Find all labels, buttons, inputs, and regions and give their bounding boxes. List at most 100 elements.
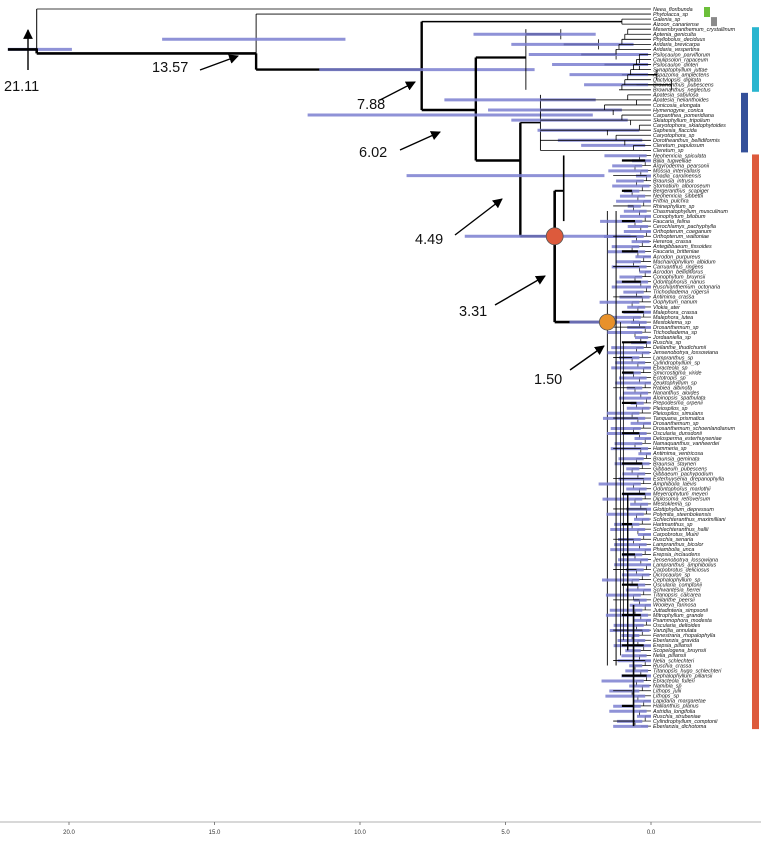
taxon-label: Neea_floribunda xyxy=(653,7,693,13)
taxon-label: Apatesia_helianthoides xyxy=(652,98,709,104)
taxon-label: Mestoklema_sp xyxy=(653,320,691,326)
taxon-label: Carpobrotus_Muirii xyxy=(653,532,699,538)
taxon-label: Scopelogena_bruynsii xyxy=(653,648,707,654)
clade-bar-phytolaccaceae xyxy=(704,7,710,17)
clade-bar-mesembryanthemoideae xyxy=(752,27,759,92)
taxon-label-layer: Neea_floribundaPhytolacca_spGalenia_spAi… xyxy=(652,7,736,730)
node-age-arrow xyxy=(494,275,546,306)
taxon-label: Chasmatophyllum_musculinum xyxy=(653,209,728,215)
taxon-label: Carpanthea_pomeridiana xyxy=(653,113,714,119)
taxon-label: Trichodiadema_rogersii xyxy=(653,290,710,296)
taxon-label: Brownanthus_pubescens xyxy=(653,83,714,89)
taxon-label: Cerochlamys_pachyphylla xyxy=(653,224,716,230)
taxon-label: Frithia_pulchra xyxy=(653,199,689,205)
taxon-label: Galenia_sp xyxy=(653,17,680,23)
taxon-label: Wooleya_farinosa xyxy=(653,603,696,609)
taxon-label: Acrodon_purpureus xyxy=(652,254,701,260)
taxon-label: Vlokia_ater xyxy=(653,305,680,311)
taxon-label: Schlechteranthus_hallii xyxy=(653,527,709,533)
node-age-arrow xyxy=(399,131,441,151)
taxon-label: Neohenricia_sibbettii xyxy=(653,194,704,200)
node-marker-1.50 xyxy=(598,313,616,331)
taxon-label: Lithops_sp xyxy=(653,694,679,700)
taxon-label: Aspazoma_amplectens xyxy=(652,72,709,78)
taxon-label: Ectotropis_sp xyxy=(653,375,686,381)
taxon-label: Orthopterum_coeganum xyxy=(653,229,712,235)
taxon-label: Schlechteranthus_maximilliani xyxy=(653,517,726,523)
taxon-label: Cephalophyllum_pillansii xyxy=(653,673,713,679)
taxon-label: Polymita_steenbokensis xyxy=(653,512,711,518)
taxon-label: Namibia_sp xyxy=(653,684,681,690)
taxon-label: Aridaria_vespertina xyxy=(652,47,699,53)
taxon-label: Mesembryanthemum_crystallinum xyxy=(653,27,736,33)
taxon-label: Gibbaeum_pachypodium xyxy=(653,471,713,477)
axis-tick-label: 5.0 xyxy=(501,830,510,836)
taxon-label: Jensenobotrya_lossowiana xyxy=(652,350,718,356)
taxon-label: Ebracteola_fulleri xyxy=(653,678,695,684)
taxon-label: Synaptophyllum_juttae xyxy=(653,67,708,73)
taxon-label: Rabiea_albinota xyxy=(653,386,692,392)
taxon-label: Malephora_lutea xyxy=(653,315,693,321)
taxon-label: Ruschia_strubeniae xyxy=(653,714,701,720)
taxon-label: Aizoon_canariense xyxy=(652,22,699,28)
taxon-label: Cylindrophyllum_comptonii xyxy=(653,719,718,725)
taxon-label: Jensenobotrya_lossowiana xyxy=(652,557,718,563)
taxon-label: Oophytum_nanum xyxy=(653,300,698,306)
taxon-label: Lithops_julii xyxy=(653,689,682,695)
taxon-label: Aptenia_geniculta xyxy=(652,32,696,38)
taxon-label: Titanopsis_calcarea xyxy=(653,593,701,599)
taxon-label: Caryotophora_sp xyxy=(653,133,694,139)
taxon-label: Nananthus_aloides xyxy=(653,391,699,397)
taxon-label: Phyllobolus_deciduus xyxy=(653,37,705,43)
clade-bar-ruschioideae xyxy=(752,154,759,730)
taxon-label: Oscularia_dunsdonii xyxy=(653,431,703,437)
taxon-label: Cleretum_papulosum xyxy=(653,143,705,149)
node-marker-3.31 xyxy=(545,227,564,246)
taxon-label: Hymenogyne_conica xyxy=(653,108,703,114)
clade-bar-layer xyxy=(704,7,759,730)
taxon-label: Delosperma_esterhuyseniae xyxy=(653,436,722,442)
node-age-label: 7.88 xyxy=(357,97,385,113)
taxon-label: Psilocaulon_parviflorum xyxy=(653,52,711,58)
taxon-label: Eberlanzia_dichotoma xyxy=(653,724,706,730)
taxon-label: Nelia_pillansii xyxy=(653,653,687,659)
taxon-label: Machairophyllum_albidum xyxy=(653,259,716,265)
taxon-label: Carpobrotus_deliciosus xyxy=(653,567,710,573)
taxon-label: Saphesia_flaccida xyxy=(653,128,697,134)
taxon-label: Braunsia_geminata xyxy=(653,456,699,462)
taxon-label: Cylindrophyllum_sp xyxy=(653,360,700,366)
node-age-arrow xyxy=(569,345,605,371)
taxon-label: Pleiospilos_simulans xyxy=(653,411,703,417)
taxon-label: Prepodesma_orpenii xyxy=(653,401,704,407)
taxon-label: Drosanthemum_schoenlandianum xyxy=(653,426,736,432)
node-age-label: 3.31 xyxy=(459,304,487,320)
time-axis: 20.0 15.0 10.0 5.0 0.0 xyxy=(0,821,761,836)
taxon-label: Conophytum_bruynsii xyxy=(653,274,706,280)
taxon-label: Aloinopsis_spathulata xyxy=(652,396,705,402)
taxon-label: Stomatium_alboroseum xyxy=(653,184,710,190)
taxon-label: Caryotophora_skiatophytoides xyxy=(653,123,726,129)
taxon-label: Erepsia_inclaudens xyxy=(653,552,700,558)
axis-tick-label: 20.0 xyxy=(63,830,75,836)
taxon-label: Oscularia_deltoides xyxy=(653,623,701,629)
taxon-label: Lampranthus_sp xyxy=(653,355,693,361)
taxon-label: Eberlanzia_gravida xyxy=(653,638,699,644)
taxon-label: Conicosia_elongata xyxy=(653,103,700,109)
taxon-label: Aridaria_brevicarpa xyxy=(652,42,700,48)
taxon-label: Mestoklema_sp xyxy=(653,502,691,508)
taxon-label: Pleiospilos_sp xyxy=(653,406,687,412)
taxon-label: Gibbaeum_pubescens xyxy=(653,466,707,472)
taxon-label: Antimima_crassa xyxy=(652,295,694,301)
taxon-label: Astridia_longifolia xyxy=(652,709,695,715)
axis-tick-label: 15.0 xyxy=(209,830,221,836)
node-label-layer: 21.11 13.57 7.88 6.02 4.49 3.31 1.50 xyxy=(4,29,616,388)
taxon-label: Dorotheanthus_bellidiformis xyxy=(653,138,720,144)
taxon-label: Ruschianthemum_octonaria xyxy=(653,285,720,291)
taxon-label: Odontophorus_nanus xyxy=(653,280,705,286)
taxon-label: Lapidaria_margaretae xyxy=(653,699,706,705)
taxon-label: Cephalophyllum_sp xyxy=(653,577,700,583)
taxon-label: Hammeria_sp xyxy=(653,446,687,452)
taxon-label: Bergeranthus_scapiger xyxy=(653,189,709,195)
taxon-label: Schwantesia_herrei xyxy=(653,588,701,594)
taxon-label: Glottiphyllum_depressum xyxy=(653,507,714,513)
